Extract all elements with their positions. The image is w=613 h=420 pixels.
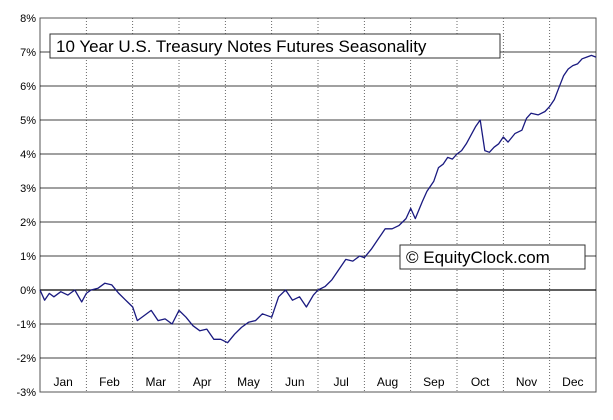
y-tick-label: 3%: [20, 183, 36, 195]
month-label: Apr: [193, 375, 212, 389]
y-tick-label: 4%: [20, 149, 36, 161]
watermark: © EquityClock.com: [406, 248, 550, 267]
month-label: Oct: [471, 375, 490, 389]
y-tick-label: -3%: [16, 387, 36, 399]
chart-title: 10 Year U.S. Treasury Notes Futures Seas…: [56, 37, 427, 56]
y-tick-label: 2%: [20, 217, 36, 229]
month-label: Feb: [99, 375, 120, 389]
month-label: Sep: [423, 375, 445, 389]
y-tick-label: 8%: [20, 13, 36, 25]
month-label: Jun: [285, 375, 304, 389]
y-tick-label: 0%: [20, 285, 36, 297]
y-tick-label: 5%: [20, 115, 36, 127]
x-axis-month-labels: Jan Feb Mar Apr May Jun Jul Aug Sep Oct Nov Dec: [53, 375, 583, 389]
y-tick-label: 7%: [20, 47, 36, 59]
month-label: Mar: [145, 375, 166, 389]
month-label: Jan: [53, 375, 72, 389]
y-tick-label: -1%: [16, 319, 36, 331]
month-label: Dec: [562, 375, 583, 389]
month-label: Aug: [377, 375, 398, 389]
y-tick-label: 1%: [20, 251, 36, 263]
seasonality-line: [39, 54, 597, 344]
watermark-box: © EquityClock.com: [399, 244, 586, 270]
month-label: Nov: [516, 375, 537, 389]
month-label: Jul: [333, 375, 348, 389]
month-label: May: [237, 375, 260, 389]
y-axis-ticks: -3% -2% -1% 0% 1% 2% 3% 4% 5% 6% 7% 8%: [16, 13, 36, 399]
series-layer: [39, 54, 597, 344]
y-tick-label: 6%: [20, 81, 36, 93]
chart-title-box: 10 Year U.S. Treasury Notes Futures Seas…: [49, 33, 501, 59]
y-tick-label: -2%: [16, 353, 36, 365]
